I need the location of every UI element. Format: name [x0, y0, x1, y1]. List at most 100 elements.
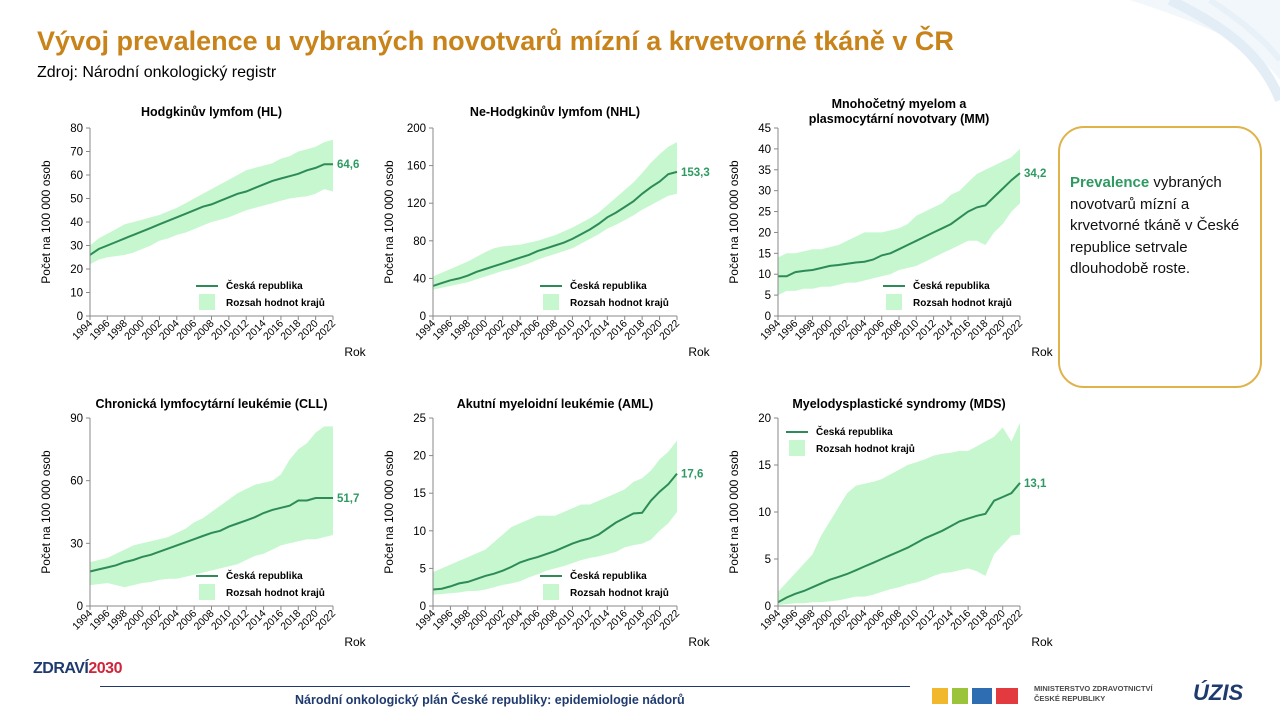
y-tick-label: 60 — [70, 170, 83, 182]
series-line — [89, 163, 333, 256]
y-tick-label: 0 — [765, 311, 771, 323]
series-band — [778, 148, 1020, 296]
y-tick-label: 35 — [758, 165, 771, 177]
y-tick-label: 10 — [70, 288, 83, 300]
y-tick-label: 10 — [758, 507, 771, 519]
x-tick-label: 2022 — [313, 318, 338, 343]
callout-highlight: Prevalence — [1070, 174, 1150, 191]
y-tick-label: 30 — [758, 186, 771, 198]
series-line — [89, 497, 333, 573]
series-band — [90, 426, 333, 588]
series-line — [778, 172, 1021, 278]
series-band — [433, 142, 677, 290]
legend-label-band: Rozsah hodnot krajů — [913, 297, 1012, 309]
legend-label-band: Rozsah hodnot krajů — [570, 297, 669, 309]
y-tick-label: 40 — [758, 144, 771, 156]
info-callout: Prevalence vybraných novotvarů mízní a k… — [1058, 126, 1262, 388]
footer-text: Národní onkologický plán České republiky… — [295, 693, 685, 707]
end-value-label: 17,6 — [681, 469, 703, 481]
chart-title: Ne-Hodgkinův lymfom (NHL) — [470, 105, 640, 119]
series-line — [777, 482, 1021, 604]
legend-label-line: Česká republika — [226, 279, 303, 292]
legend-label-band: Rozsah hodnot krajů — [816, 443, 915, 455]
series-band — [90, 139, 333, 265]
y-tick-label: 5 — [765, 290, 771, 302]
ministry-logo-icon — [932, 688, 1018, 704]
chart-mds: Myelodysplastické syndromy (MDS) 0 5 10 15 20… — [727, 397, 1054, 649]
footer-divider — [100, 686, 910, 687]
y-tick-label: 25 — [758, 207, 771, 219]
x-axis-label: Rok — [1031, 345, 1053, 359]
legend-label-line: Česká republika — [913, 279, 990, 292]
end-value-label: 51,7 — [337, 493, 359, 505]
y-tick-label: 10 — [758, 269, 771, 281]
corner-wave-decoration — [1130, 0, 1280, 102]
y-tick-label: 90 — [70, 413, 83, 425]
chart-cll: Chronická lymfocytární leukémie (CLL) 0 30… — [39, 397, 367, 649]
y-tick-label: 30 — [70, 241, 83, 253]
chart-title: Myelodysplastické syndromy (MDS) — [792, 397, 1005, 411]
x-tick-label: 2022 — [1000, 318, 1025, 343]
legend-band-swatch — [543, 584, 559, 600]
y-tick-label: 160 — [407, 161, 426, 173]
y-axis-label: Počet na 100 000 osob — [727, 160, 741, 284]
y-tick-label: 70 — [70, 147, 83, 159]
legend-band-swatch — [199, 584, 215, 600]
series-band — [778, 422, 1020, 606]
x-axis-label: Rok — [344, 345, 366, 359]
y-tick-label: 15 — [413, 488, 426, 500]
y-tick-label: 20 — [70, 264, 83, 276]
y-tick-label: 40 — [413, 273, 426, 285]
x-axis-label: Rok — [344, 635, 366, 649]
y-tick-label: 50 — [70, 194, 83, 206]
end-value-label: 13,1 — [1024, 478, 1047, 490]
uzis-logo: ÚZIS — [1193, 680, 1244, 705]
x-axis-label: Rok — [1031, 635, 1053, 649]
callout-text: vybraných novotvarů mízní a krvetvorné t… — [1070, 174, 1240, 277]
y-tick-label: 60 — [70, 476, 83, 488]
page-title: Vývoj prevalence u vybraných novotvarů m… — [37, 26, 954, 56]
end-value-label: 34,2 — [1024, 168, 1046, 180]
x-tick-label: 2022 — [313, 608, 338, 633]
y-tick-label: 200 — [407, 123, 426, 135]
x-tick-label: 2022 — [657, 318, 682, 343]
y-axis-label: Počet na 100 000 osob — [39, 450, 53, 574]
y-tick-label: 80 — [70, 123, 83, 135]
series-line — [432, 170, 678, 287]
y-tick-label: 15 — [758, 460, 771, 472]
legend-label-band: Rozsah hodnot krajů — [570, 587, 669, 599]
y-tick-label: 0 — [420, 601, 426, 613]
y-tick-label: 5 — [765, 554, 771, 566]
end-value-label: 64,6 — [337, 159, 359, 171]
chart-title: Mnohočetný myelom a — [832, 97, 968, 111]
chart-hl: Hodgkinův lymfom (HL)0102030405060708019… — [39, 105, 367, 359]
y-tick-label: 5 — [420, 563, 426, 575]
legend-label-line: Česká republika — [226, 569, 303, 582]
x-tick-label: 2022 — [657, 608, 682, 633]
legend-label-line: Česká republika — [816, 425, 893, 438]
zdravi-2030-logo: ZDRAVÍ2030 — [33, 660, 122, 677]
y-tick-label: 20 — [413, 451, 426, 463]
ministry-name: MINISTERSTVO ZDRAVOTNICTVÍ ČESKÉ REPUBLI… — [1034, 684, 1153, 703]
y-tick-label: 120 — [407, 198, 426, 210]
y-tick-label: 80 — [413, 236, 426, 248]
legend-label-band: Rozsah hodnot krajů — [226, 587, 325, 599]
chart-title: Chronická lymfocytární leukémie (CLL) — [95, 397, 327, 411]
y-tick-label: 20 — [758, 227, 771, 239]
chart-nhl: Ne-Hodgkinův lymfom (NHL) 0 40 80 120 160 200 1… — [382, 105, 711, 359]
series-band — [433, 440, 677, 595]
series-line — [432, 472, 678, 591]
end-value-label: 153,3 — [681, 167, 710, 179]
y-tick-label: 20 — [758, 413, 771, 425]
y-axis-label: Počet na 100 000 osob — [382, 450, 396, 574]
y-tick-label: 0 — [77, 601, 83, 613]
legend-label-line: Česká republika — [570, 279, 647, 292]
y-axis-label: Počet na 100 000 osob — [727, 450, 741, 574]
legend-label-line: Česká republika — [570, 569, 647, 582]
y-tick-label: 45 — [758, 123, 771, 135]
legend-band-swatch — [199, 294, 215, 310]
chart-aml: Akutní myeloidní leukémie (AML)051015202… — [382, 397, 711, 649]
y-axis-label: Počet na 100 000 osob — [382, 160, 396, 284]
y-tick-label: 25 — [413, 413, 426, 425]
